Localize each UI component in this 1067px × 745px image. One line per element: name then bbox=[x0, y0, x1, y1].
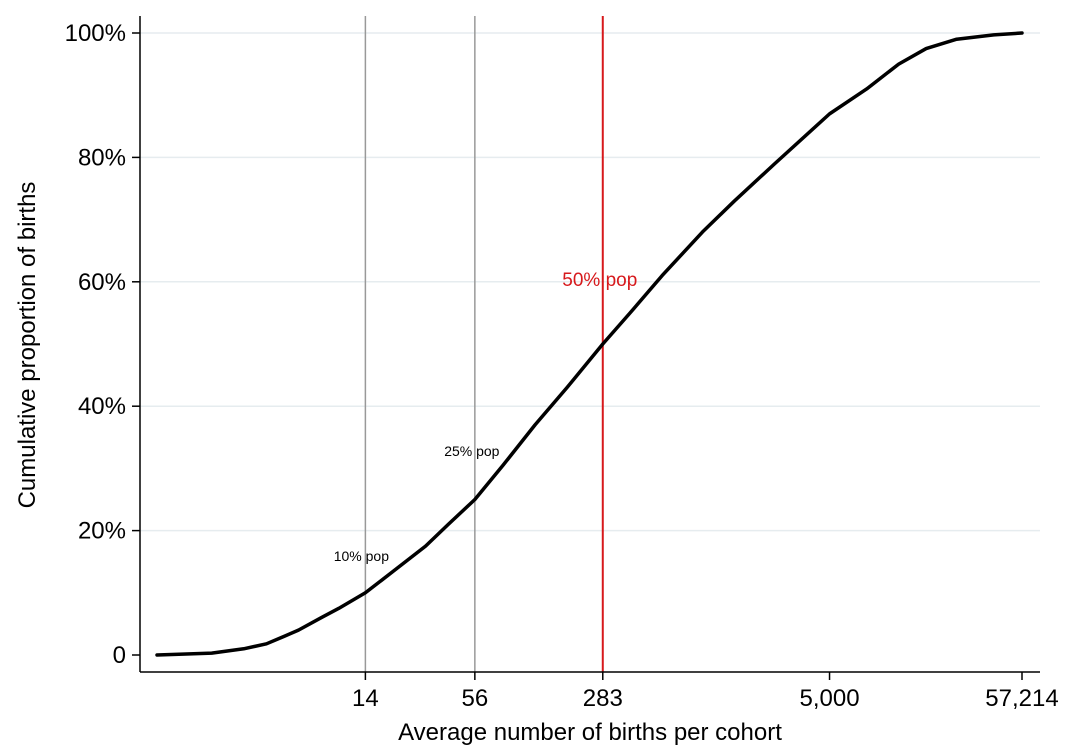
reference-label-2: 50% pop bbox=[562, 270, 637, 291]
y-tick-label-2: 40% bbox=[78, 393, 126, 420]
x-axis-title: Average number of births per cohort bbox=[398, 719, 782, 745]
x-tick-label-3: 5,000 bbox=[800, 685, 860, 712]
reference-label-1: 25% pop bbox=[444, 443, 499, 459]
y-tick-label-5: 100% bbox=[65, 20, 126, 47]
y-axis-title: Cumulative proportion of births bbox=[14, 182, 41, 509]
x-tick-label-0: 14 bbox=[352, 685, 379, 712]
y-tick-label-0: 0 bbox=[113, 642, 126, 669]
x-tick-label-1: 56 bbox=[462, 685, 489, 712]
series-layer bbox=[155, 31, 1024, 657]
reference-label-0: 10% pop bbox=[334, 548, 389, 564]
annotations: 10% pop 25% pop 50% pop bbox=[334, 270, 638, 564]
y-tick-label-1: 20% bbox=[78, 518, 126, 545]
series-line-0 bbox=[155, 31, 1024, 657]
reference-lines bbox=[364, 16, 604, 672]
axes bbox=[132, 16, 1040, 680]
y-tick-label-3: 60% bbox=[78, 269, 126, 296]
y-tick-label-4: 80% bbox=[78, 144, 126, 171]
tick-labels: 0 20% 40% 60% 80% 100% 14 56 283 5,000 57,214 bbox=[65, 20, 1059, 712]
x-tick-label-4: 57,214 bbox=[985, 685, 1058, 712]
gridlines bbox=[140, 32, 1040, 532]
x-tick-label-2: 283 bbox=[583, 685, 623, 712]
